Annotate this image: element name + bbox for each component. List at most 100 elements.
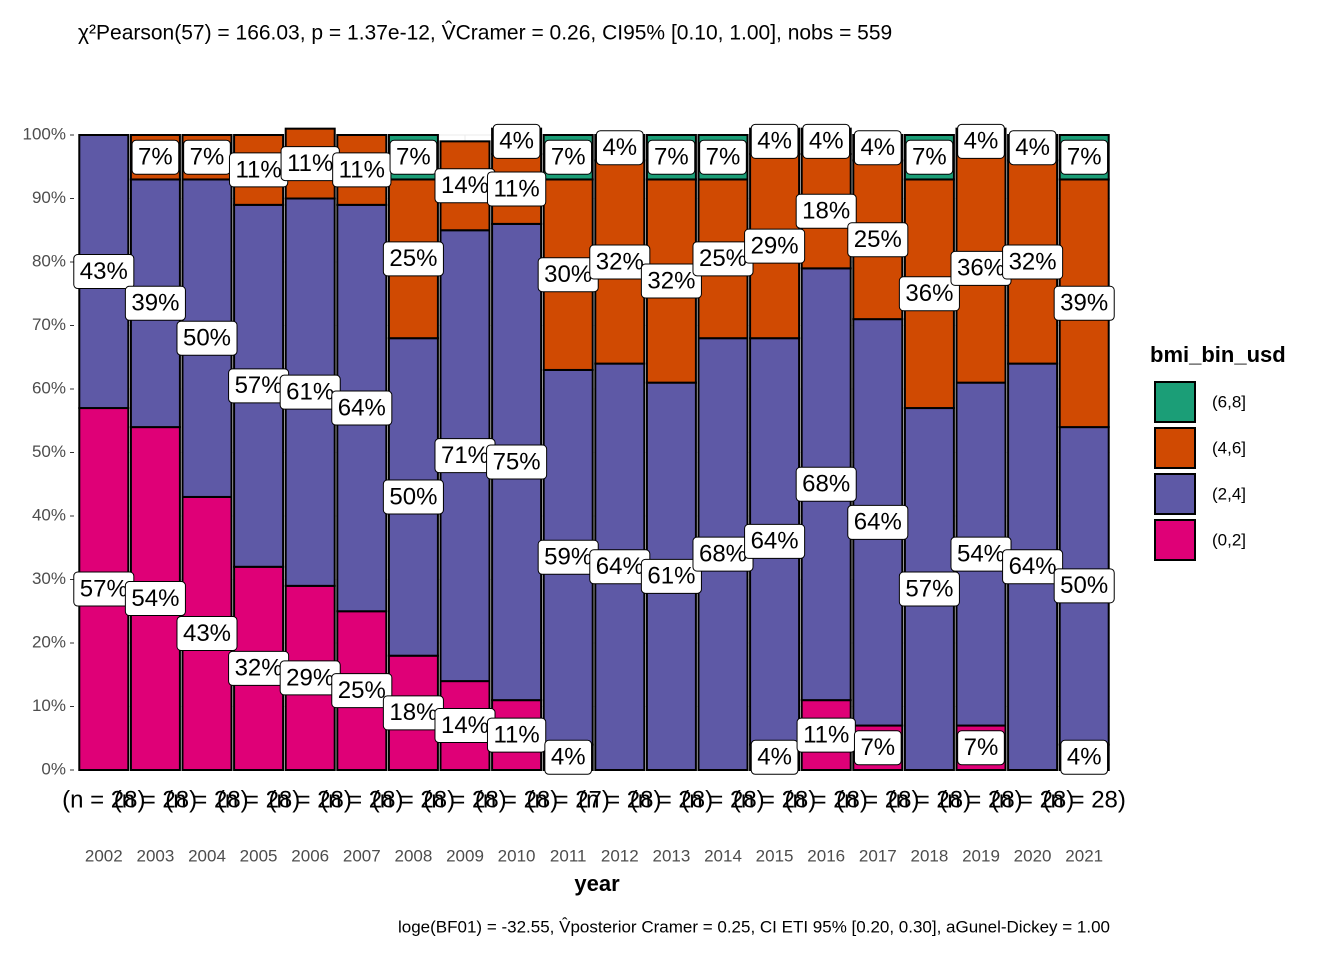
value-label: 11% <box>287 150 333 177</box>
value-label: 7% <box>912 144 947 171</box>
x-axis-label: year <box>574 871 620 896</box>
value-label-box <box>544 739 593 775</box>
value-label: 7% <box>138 144 173 171</box>
x-tick-label: 2015 <box>756 846 794 865</box>
value-label: 4% <box>809 128 844 155</box>
value-label: 7% <box>1067 144 1102 171</box>
count-label: (n = 28) <box>1043 786 1126 813</box>
legend-swatch <box>1154 519 1196 561</box>
value-label: 14% <box>441 172 489 199</box>
value-label: 32% <box>1009 248 1057 275</box>
value-label: 18% <box>802 198 850 225</box>
x-tick-label: 2008 <box>394 846 432 865</box>
legend-swatch <box>1154 427 1196 469</box>
value-label-box <box>853 730 902 766</box>
value-label-box <box>382 241 444 277</box>
value-label-box <box>331 673 393 709</box>
value-label: 7% <box>190 144 225 171</box>
value-label: 64% <box>751 528 799 555</box>
value-label: 7% <box>706 144 741 171</box>
value-label: 29% <box>286 664 334 691</box>
value-label-box <box>176 320 238 356</box>
count-label: (n = 28) <box>733 786 816 813</box>
value-label-box <box>1002 549 1064 585</box>
value-label: 11% <box>493 175 539 202</box>
value-label: 7% <box>551 144 586 171</box>
count-label: (n = 28) <box>630 786 713 813</box>
value-label-box <box>905 139 954 175</box>
y-tick-label: 60% <box>32 378 66 397</box>
value-label: 4% <box>602 134 637 161</box>
value-label-box <box>544 139 593 175</box>
count-label: (n = 28) <box>114 786 197 813</box>
value-label-box <box>486 444 548 480</box>
x-tick-label: 2005 <box>240 846 278 865</box>
value-label-box <box>131 139 180 175</box>
value-label: 7% <box>964 734 999 761</box>
value-label: 61% <box>647 563 695 590</box>
y-tick-label: 30% <box>32 569 66 588</box>
value-label: 25% <box>854 226 902 253</box>
y-tick-label: 80% <box>32 251 66 270</box>
legend-title: bmi_bin_usd <box>1150 342 1286 367</box>
value-label: 57% <box>235 372 283 399</box>
value-label: 14% <box>441 712 489 739</box>
value-label: 25% <box>338 677 386 704</box>
chart-subtitle: χ²Pearson(57) = 166.03, p = 1.37e-12, V̂… <box>78 21 892 44</box>
value-label: 54% <box>957 540 1005 567</box>
count-label: (n = 28) <box>578 786 661 813</box>
x-tick-label: 2007 <box>343 846 381 865</box>
value-label-box <box>382 479 444 515</box>
value-label-box <box>957 123 1005 159</box>
count-label: (n = 28) <box>991 786 1074 813</box>
value-label: 64% <box>596 553 644 580</box>
value-label: 64% <box>338 394 386 421</box>
x-tick-label: 2009 <box>446 846 484 865</box>
value-label: 57% <box>905 575 953 602</box>
value-label-box <box>744 228 806 264</box>
y-tick-label: 70% <box>32 315 66 334</box>
legend-label: (2,4] <box>1212 484 1246 503</box>
x-tick-label: 2021 <box>1065 846 1103 865</box>
value-label: 59% <box>544 544 592 571</box>
value-label: 4% <box>757 128 792 155</box>
count-label: (n = 28) <box>423 786 506 813</box>
value-label: 7% <box>396 144 431 171</box>
value-label-box <box>898 571 960 607</box>
y-tick-label: 90% <box>32 188 66 207</box>
value-label: 4% <box>1015 134 1050 161</box>
value-label-box <box>486 717 547 753</box>
count-label: (n = 28) <box>165 786 248 813</box>
value-label-box <box>847 504 909 540</box>
y-tick-label: 0% <box>41 759 66 778</box>
value-label-box <box>73 254 135 290</box>
value-label: 25% <box>389 245 437 272</box>
value-label-box <box>744 523 806 559</box>
value-label: 32% <box>596 248 644 275</box>
value-label-box <box>1060 139 1109 175</box>
value-label: 29% <box>751 232 799 259</box>
legend-swatch <box>1154 473 1196 515</box>
x-tick-label: 2004 <box>188 846 226 865</box>
value-label-box <box>595 130 644 166</box>
x-tick-label: 2013 <box>652 846 690 865</box>
value-label-box <box>853 130 902 166</box>
count-label: (n = 28) <box>888 786 971 813</box>
value-label: 54% <box>131 585 179 612</box>
value-label: 68% <box>699 540 747 567</box>
value-label: 7% <box>860 734 895 761</box>
value-label: 64% <box>1009 553 1057 580</box>
x-tick-label: 2011 <box>550 846 587 865</box>
value-label: 32% <box>235 655 283 682</box>
value-label: 50% <box>389 483 437 510</box>
value-label: 64% <box>854 509 902 536</box>
value-label: 11% <box>803 721 849 748</box>
value-label: 11% <box>339 156 385 183</box>
value-label-box <box>1053 285 1115 321</box>
legend-label: (0,2] <box>1212 530 1246 549</box>
value-label-box <box>640 558 702 594</box>
value-label-box <box>898 276 960 312</box>
value-label-box <box>176 615 238 651</box>
x-tick-label: 2020 <box>1014 846 1052 865</box>
x-tick-label: 2014 <box>704 846 742 865</box>
